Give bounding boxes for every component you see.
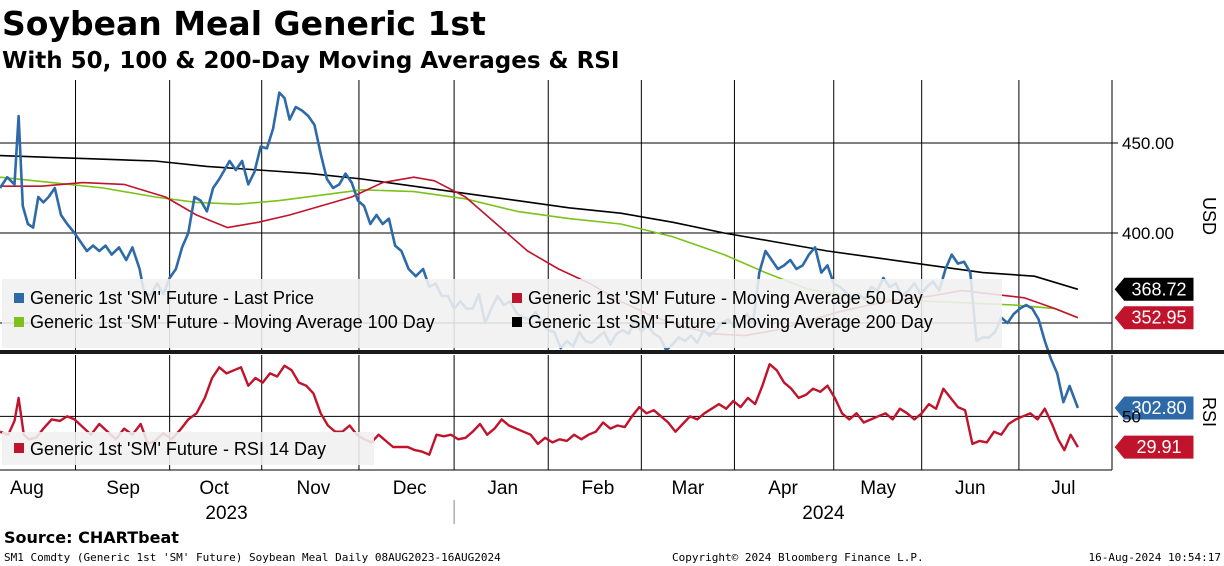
rsi-axis-label: RSI [1199, 397, 1219, 427]
x-tick-label: Oct [199, 478, 229, 499]
x-tick-label: Jan [487, 478, 518, 499]
last-value-tag: 302.80 [1113, 395, 1195, 421]
panel-divider [0, 350, 1224, 354]
legend-swatch [14, 293, 24, 303]
x-tick-label: Apr [768, 478, 798, 499]
rsi-y-tick-label: 50 [1122, 407, 1141, 426]
legend-label: Generic 1st 'SM' Future - Last Price [30, 288, 314, 308]
last-value-label: 29.91 [1136, 437, 1181, 457]
legend-swatch [14, 317, 24, 327]
last-value-tag: 29.91 [1113, 434, 1195, 460]
x-tick-label: Dec [393, 478, 427, 499]
footer-center: Copyright© 2024 Bloomberg Finance L.P. [672, 551, 924, 564]
x-tick-label: Aug [10, 478, 44, 499]
chart-subtitle: With 50, 100 & 200-Day Moving Averages &… [2, 48, 619, 74]
legend-swatch [14, 443, 24, 453]
chart-title: Soybean Meal Generic 1st [2, 4, 486, 43]
price-y-tick-label: 450.00 [1122, 134, 1174, 153]
last-value-shape [1113, 276, 1195, 302]
x-tick-label: Mar [672, 478, 705, 499]
legend-label: Generic 1st 'SM' Future - RSI 14 Day [30, 439, 326, 459]
last-value-shape [1113, 395, 1195, 421]
rsi-line [0, 363, 1079, 456]
footer-right: 16-Aug-2024 10:54:17 [1089, 551, 1221, 564]
source-label: Source: CHARTbeat [4, 528, 179, 547]
year-label: 2024 [802, 503, 845, 524]
last-value-label: 352.95 [1131, 308, 1186, 328]
x-tick-label: Nov [297, 478, 331, 499]
footer-left: SM1 Comdty (Generic 1st 'SM' Future) Soy… [4, 551, 501, 564]
x-tick-label: Jun [955, 478, 986, 499]
ma200-line [0, 154, 1079, 291]
price-panel: 450.00 400.00 USD Generic 1st 'SM' Future -… [0, 80, 1219, 421]
legend-label: Generic 1st 'SM' Future - Moving Average… [528, 288, 923, 308]
x-tick-label: Sep [106, 478, 140, 499]
rsi-panel: 50 RSI Generic 1st 'SM' Future - RSI 14 Da… [0, 355, 1219, 470]
last-value-label: 368.72 [1131, 279, 1186, 299]
last-value-shape [1113, 305, 1195, 331]
price-axis-label: USD [1199, 197, 1219, 235]
rsi-legend-box [2, 432, 374, 465]
x-tick-label: May [860, 478, 896, 499]
year-label: 2023 [205, 503, 247, 524]
legend-swatch [512, 293, 522, 303]
x-tick-label: Jul [1051, 478, 1075, 499]
x-axis: Aug Sep Oct Nov Dec Jan Feb Mar Apr May Jun Jul 2023… [0, 350, 1224, 524]
last-value-tag: 352.95 [1113, 305, 1195, 331]
legend-label: Generic 1st 'SM' Future - Moving Average… [30, 312, 435, 332]
legend-label: Generic 1st 'SM' Future - Moving Average… [528, 312, 933, 332]
last-value-tag: 368.72 [1113, 276, 1195, 302]
price-line [0, 91, 1080, 409]
legend-swatch [512, 317, 522, 327]
last-value-shape [1113, 434, 1195, 460]
price-legend-box [2, 279, 1002, 348]
last-value-label: 302.80 [1131, 398, 1186, 418]
x-tick-label: Feb [582, 478, 615, 499]
price-y-tick-label: 400.00 [1122, 224, 1174, 243]
